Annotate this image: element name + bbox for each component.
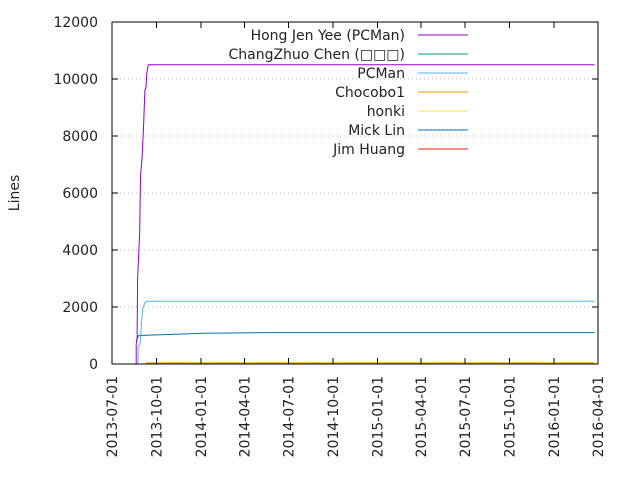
x-tick-label: 2015-04-01 [414,376,430,457]
legend-label: Mick Lin [348,123,405,139]
x-tick-label: 2014-01-01 [194,376,210,457]
x-tick-label: 2014-10-01 [326,376,342,457]
x-tick-label: 2015-07-01 [458,376,474,457]
x-tick-label: 2016-04-01 [591,376,607,457]
y-axis-label: Lines [7,175,23,211]
y-tick-label: 4000 [62,243,98,259]
legend-label: ChangZhuo Chen (□□□) [228,47,405,63]
x-tick-label: 2014-07-01 [282,376,298,457]
axis-ticks: 0 2000 4000 6000 8000 10000 12000 2013-07-01 201… [53,15,607,457]
x-tick-label: 2015-01-01 [370,376,386,457]
y-tick-label: 10000 [53,72,98,88]
x-tick-label: 2013-07-01 [105,376,121,457]
y-tick-label: 6000 [62,186,98,202]
series-line [135,332,595,342]
legend: Hong Jen Yee (PCMan) ChangZhuo Chen (□□□)… [228,28,468,158]
y-tick-label: 8000 [62,129,98,145]
series-line [135,64,595,364]
y-tick-label: 0 [89,357,98,373]
grid-lines [112,78,598,308]
x-tick-label: 2016-01-01 [547,376,563,457]
plot-frame [111,21,599,365]
x-tick-label: 2013-10-01 [149,376,165,457]
x-tick-label: 2015-10-01 [503,376,519,457]
legend-label: Jim Huang [332,142,405,158]
plot-series [135,64,595,365]
y-tick-label: 12000 [53,15,98,31]
y-tick-label: 2000 [62,300,98,316]
x-tick-label: 2014-04-01 [238,376,254,457]
series-line [137,300,595,364]
legend-label: Hong Jen Yee (PCMan) [251,28,405,44]
legend-label: Chocobo1 [335,85,405,101]
legend-label: PCMan [357,66,405,82]
legend-label: honki [367,104,405,120]
